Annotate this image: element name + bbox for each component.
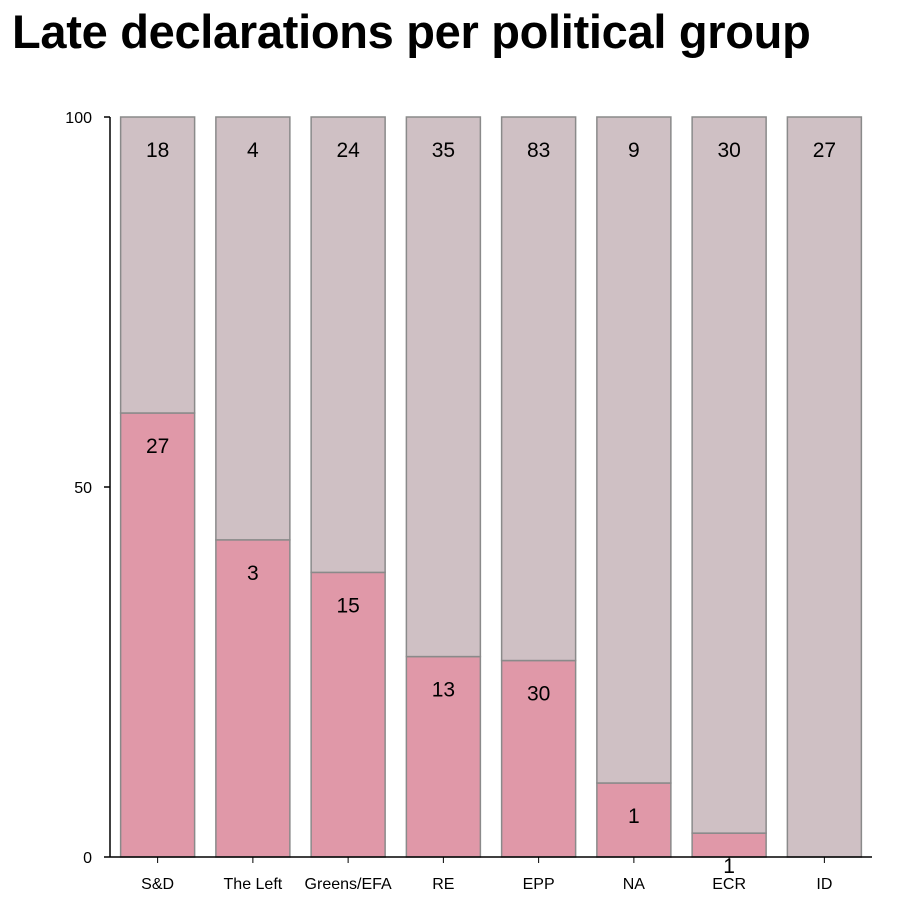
bar-value-label: 18 xyxy=(146,139,169,162)
x-tick-label: The Left xyxy=(224,876,283,893)
bar-segment-the-left-other xyxy=(215,116,291,541)
bar-value-label: 27 xyxy=(813,139,836,162)
bar-value-label: 3 xyxy=(247,562,259,585)
bar-segment-re-late xyxy=(405,655,482,858)
x-axis: S&D The Left Greens/EFA RE EPP NA ECR ID xyxy=(110,856,872,893)
chart-title: Late declarations per political group xyxy=(12,5,811,58)
bar-value-label: 9 xyxy=(628,139,640,162)
x-tick-label: NA xyxy=(623,876,646,893)
bar-segment-re-other xyxy=(405,116,482,658)
bar-segment-id-other xyxy=(786,116,863,858)
bar-segment-na-other xyxy=(596,116,672,784)
bar-labels-group: 27 18 3 4 15 24 13 35 30 83 1 9 1 30 27 xyxy=(146,139,836,878)
bar-segment-the-left-late xyxy=(215,539,291,858)
x-tick-label: ECR xyxy=(712,876,746,893)
x-tick-label: RE xyxy=(432,876,454,893)
y-tick-label: 50 xyxy=(74,480,92,497)
bar-value-label: 13 xyxy=(432,679,455,702)
bar-segment-ecr-other xyxy=(691,116,767,834)
y-tick-label: 100 xyxy=(65,110,92,127)
y-axis: 0 50 100 xyxy=(65,110,111,867)
bar-value-label: 15 xyxy=(336,594,359,617)
bar-value-label: 27 xyxy=(146,435,169,458)
bar-value-label: 35 xyxy=(432,139,455,162)
bar-value-label: 4 xyxy=(247,139,259,162)
bar-segment-epp-other xyxy=(500,116,577,662)
bar-value-label: 30 xyxy=(527,683,550,706)
bar-segment-s-d-other xyxy=(119,116,196,414)
bar-value-label: 1 xyxy=(628,805,640,828)
y-tick-label: 0 xyxy=(83,850,92,867)
bar-value-label: 83 xyxy=(527,139,550,162)
x-tick-label: Greens/EFA xyxy=(305,876,392,893)
bar-segment-greens-efa-other xyxy=(310,116,386,574)
x-tick-label: ID xyxy=(816,876,832,893)
x-tick-label: EPP xyxy=(523,876,555,893)
bar-segment-s-d-late xyxy=(119,412,196,858)
bar-segment-ecr-late xyxy=(691,832,767,858)
bars-group xyxy=(119,116,863,858)
bar-value-label: 24 xyxy=(336,139,360,162)
bar-value-label: 1 xyxy=(723,855,735,878)
bar-value-label: 30 xyxy=(717,139,740,162)
x-tick-label: S&D xyxy=(141,876,174,893)
